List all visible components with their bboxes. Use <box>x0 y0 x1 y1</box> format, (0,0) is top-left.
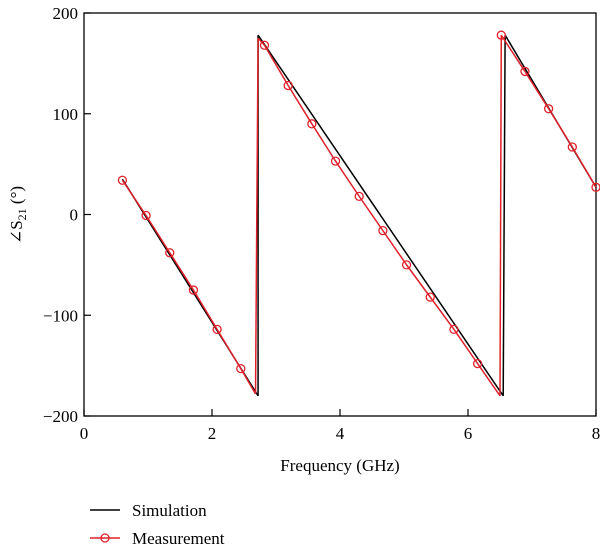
series-line-simulation <box>257 34 504 397</box>
data-point-measurement <box>236 363 246 374</box>
data-point-measurement <box>188 285 199 295</box>
series-line-simulation <box>502 35 506 396</box>
data-point-measurement <box>259 40 270 50</box>
series-layer <box>121 34 597 397</box>
y-axis-label-angle: ∠S <box>7 220 26 244</box>
series-line-measurement <box>121 179 257 395</box>
legend-item-simulation: Simulation <box>90 501 207 520</box>
marker-layer <box>117 30 600 374</box>
data-point-measurement <box>283 80 293 91</box>
data-point-measurement <box>165 248 175 258</box>
x-axis-label: Frequency (GHz) <box>280 456 399 475</box>
x-tick-label: 4 <box>336 424 345 443</box>
y-tick-label: 200 <box>53 4 79 23</box>
data-point-measurement <box>378 225 388 236</box>
y-tick-label: −200 <box>43 407 78 426</box>
data-point-measurement <box>117 175 128 185</box>
data-point-measurement <box>354 191 364 202</box>
plot-frame <box>83 12 597 417</box>
x-tick-label: 8 <box>592 424 600 443</box>
series-line-measurement <box>500 34 597 188</box>
x-tick-label: 0 <box>80 424 89 443</box>
legend-item-measurement: Measurement <box>90 529 225 548</box>
data-point-measurement <box>543 104 554 114</box>
series-line-measurement <box>499 35 503 396</box>
legend: Simulation Measurement <box>90 501 225 548</box>
y-tick-label: −100 <box>43 306 78 325</box>
x-tick-label: 2 <box>208 424 217 443</box>
data-point-measurement <box>520 66 530 77</box>
data-point-measurement <box>212 324 222 335</box>
data-point-measurement <box>330 156 341 166</box>
x-axis-ticks: 0 2 4 6 8 <box>80 409 600 443</box>
y-axis-ticks: −200 −100 0 100 200 <box>43 4 91 426</box>
x-tick-label: 6 <box>464 424 473 443</box>
data-point-measurement <box>307 119 317 129</box>
y-tick-label: 100 <box>53 105 79 124</box>
data-point-measurement <box>449 324 459 335</box>
legend-label-simulation: Simulation <box>132 501 207 520</box>
legend-marker-measurement <box>100 533 110 543</box>
y-axis-label-subscript: 21 <box>15 208 29 220</box>
y-tick-label: 0 <box>70 206 79 225</box>
data-point-measurement <box>425 292 435 302</box>
series-line-measurement <box>254 38 259 394</box>
y-axis-label: ∠S21 (°) <box>7 186 29 244</box>
y-axis-label-unit: (°) <box>7 186 26 208</box>
series-line-measurement <box>257 37 501 397</box>
data-point-measurement <box>472 358 483 369</box>
plot-area: 0 2 4 6 8 −200 −100 0 100 200 <box>43 4 600 443</box>
data-point-measurement <box>141 210 151 221</box>
data-point-measurement <box>591 182 600 192</box>
data-point-measurement <box>496 30 506 40</box>
legend-label-measurement: Measurement <box>132 529 225 548</box>
data-point-measurement <box>567 142 577 152</box>
data-point-measurement <box>401 260 412 270</box>
